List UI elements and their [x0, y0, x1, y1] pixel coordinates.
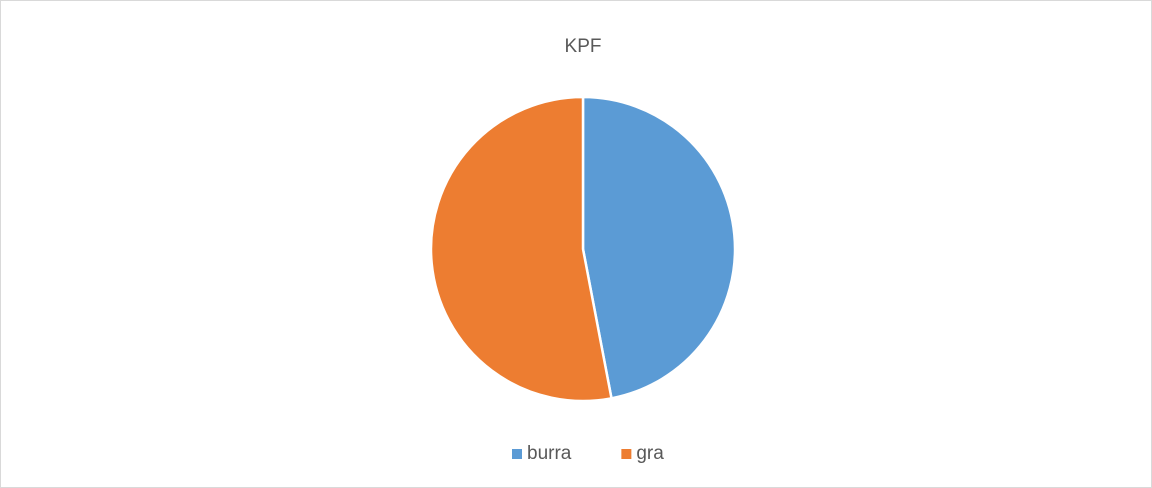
chart-title: KPF — [565, 36, 602, 57]
legend-swatch — [621, 449, 632, 459]
legend-label: gra — [636, 443, 664, 464]
pie-slice — [429, 95, 613, 403]
pie-slice — [581, 95, 737, 400]
legend-swatch — [512, 449, 522, 459]
legend-label: burra — [527, 443, 572, 464]
